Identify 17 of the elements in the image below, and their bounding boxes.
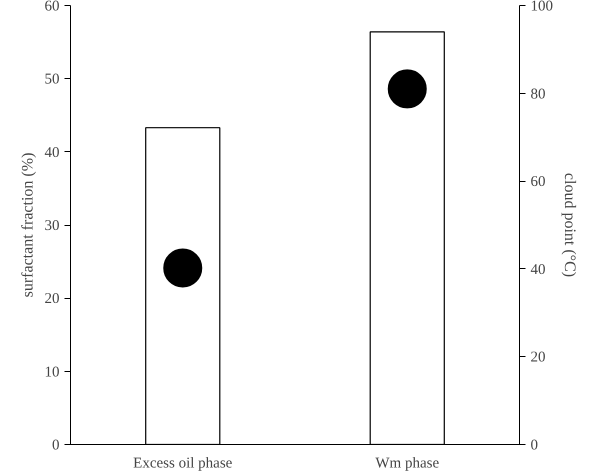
y-tick-label: 60 [44, 0, 60, 14]
y2-tick-label: 40 [530, 262, 546, 278]
y2-tick-label: 0 [530, 438, 538, 454]
y-tick-label: 40 [44, 144, 60, 161]
y-tick-label: 0 [52, 438, 60, 454]
x-tick-label: Excess oil phase [133, 456, 233, 472]
y2-tick-label: 60 [530, 174, 546, 190]
y-tick-label: 10 [44, 364, 60, 380]
y-tick-label: 50 [44, 72, 60, 88]
y2-tick-label: 80 [530, 86, 546, 102]
y2-axis-title: cloud point (°C) [561, 172, 578, 278]
y-tick-label: 30 [44, 218, 60, 234]
x-tick-label: Wm phase [375, 456, 440, 472]
y2-tick-label: 100 [530, 0, 553, 14]
y-axis-title: surfactant fraction (%) [20, 152, 36, 298]
y-tick-label: 20 [44, 291, 60, 308]
y2-tick-label: 20 [530, 350, 546, 366]
